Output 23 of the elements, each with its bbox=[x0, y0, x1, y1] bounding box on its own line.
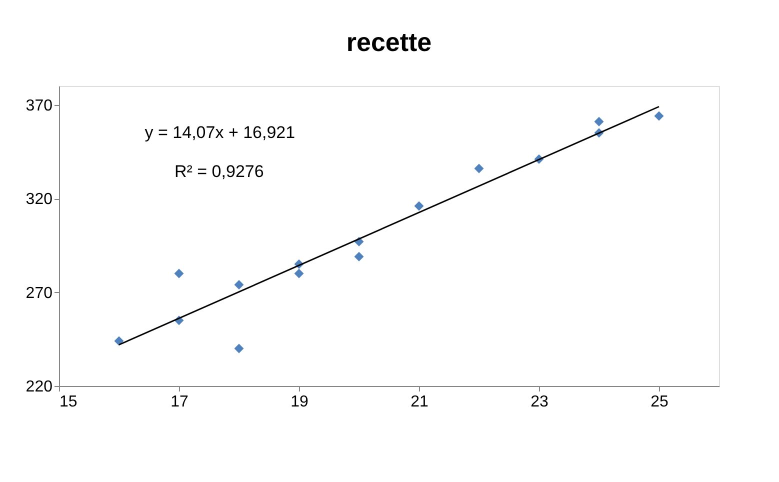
point bbox=[414, 201, 424, 211]
point bbox=[114, 336, 124, 346]
point bbox=[594, 116, 604, 126]
point bbox=[174, 268, 184, 278]
annotation: y = 14,07x + 16,921 bbox=[144, 123, 296, 142]
chart-title: recette bbox=[346, 27, 432, 57]
y-tick-label: 320 bbox=[26, 191, 53, 208]
point bbox=[354, 252, 364, 262]
annotation: R² = 0,9276 bbox=[174, 162, 264, 181]
x-tick-label: 19 bbox=[290, 394, 308, 410]
x-tick-label: 21 bbox=[410, 394, 428, 410]
x-tick-label: 17 bbox=[170, 394, 188, 410]
y-tick-label: 220 bbox=[26, 378, 53, 396]
x-tick-label: 23 bbox=[530, 394, 548, 410]
point bbox=[654, 111, 664, 121]
y-tick-label: 370 bbox=[26, 97, 53, 114]
point bbox=[294, 268, 304, 278]
y-tick-label: 270 bbox=[26, 284, 53, 302]
x-tick-label: 15 bbox=[60, 394, 78, 410]
point bbox=[474, 164, 484, 174]
point bbox=[234, 344, 244, 354]
point bbox=[234, 280, 244, 290]
x-tick-label: 25 bbox=[650, 394, 668, 410]
